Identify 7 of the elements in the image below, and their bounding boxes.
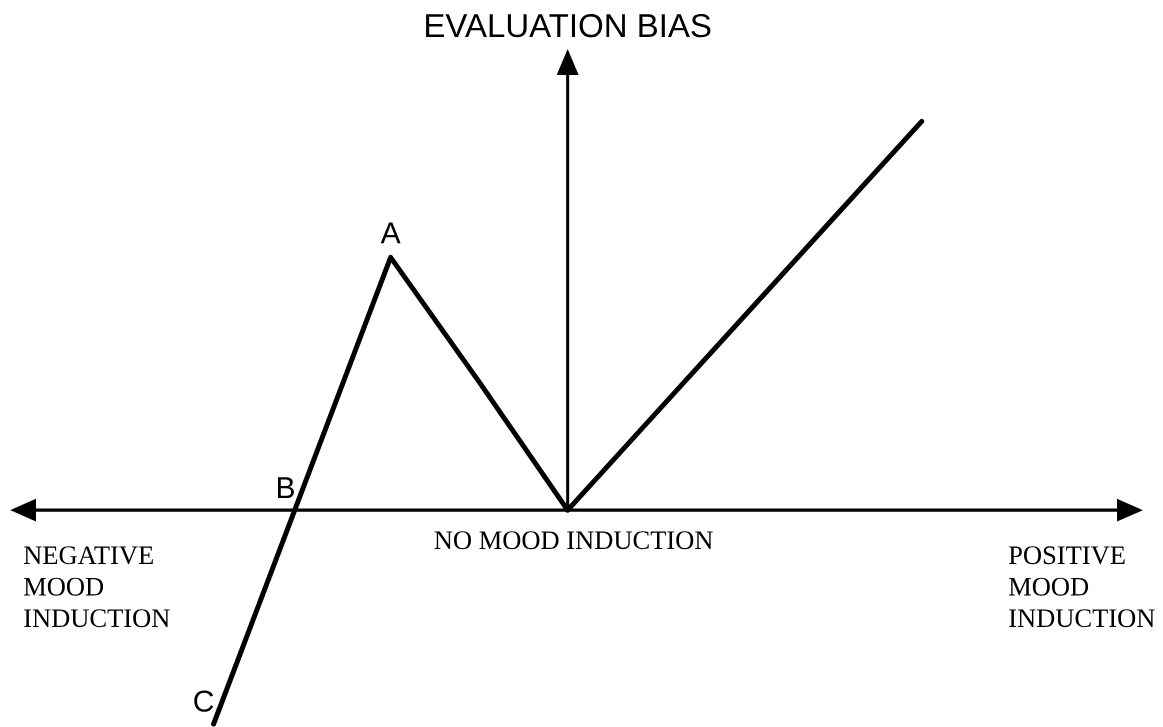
y-axis-title: EVALUATION BIAS <box>426 13 711 38</box>
annotation: NEGATIVE MOOD INDUCTION <box>23 546 170 628</box>
annotation: C <box>194 690 214 712</box>
annotation: NO MOOD INDUCTION <box>434 531 713 550</box>
annotation: B <box>277 477 294 498</box>
text: POSITIVE MOOD INDUCTION <box>1008 546 1155 628</box>
annotation: A <box>380 222 401 244</box>
